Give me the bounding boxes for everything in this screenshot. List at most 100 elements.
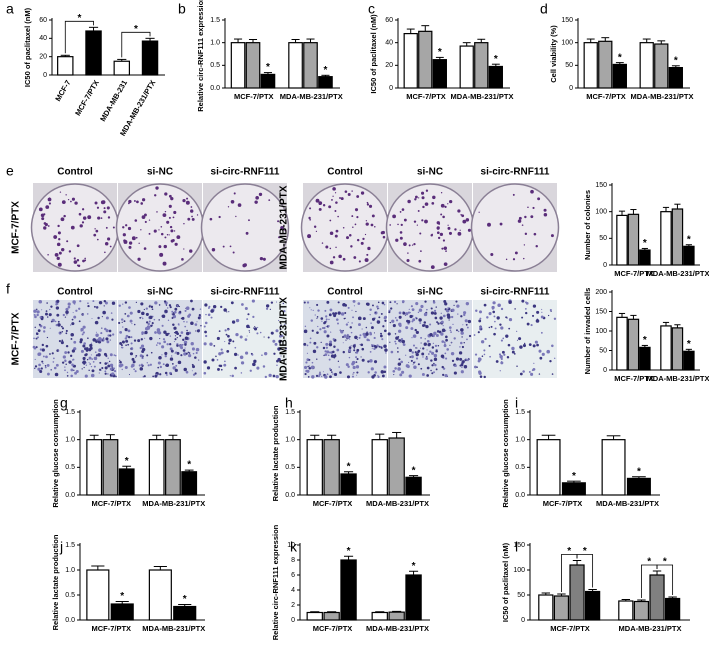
cell <box>139 354 143 358</box>
cell <box>267 336 270 339</box>
cell <box>511 346 515 351</box>
cell <box>370 359 372 361</box>
y-tick-label: 60 <box>385 17 393 24</box>
cell <box>167 332 170 335</box>
cell <box>357 302 361 305</box>
colony <box>143 247 147 250</box>
cell <box>346 375 351 379</box>
colony <box>104 251 106 254</box>
cell <box>453 337 456 340</box>
colony <box>235 215 237 218</box>
column-header: Control <box>327 167 363 178</box>
bracket-star: * <box>663 557 667 568</box>
bracket <box>656 564 674 595</box>
cell <box>374 371 377 374</box>
cell <box>125 334 129 338</box>
cell <box>433 362 435 365</box>
cell <box>405 326 409 330</box>
cell <box>431 372 434 375</box>
colony <box>140 202 143 205</box>
column-header: Control <box>327 287 363 298</box>
cell <box>359 334 362 337</box>
cell <box>325 342 329 346</box>
y-tick-label: 0 <box>389 85 393 92</box>
panel-letter: e <box>6 163 14 179</box>
cell <box>113 354 116 356</box>
cell <box>135 356 137 358</box>
cell <box>304 325 307 328</box>
cell <box>121 346 124 349</box>
cell <box>237 354 239 356</box>
cell <box>228 342 231 345</box>
colony <box>245 231 249 235</box>
cell <box>167 319 170 322</box>
cell <box>191 370 193 372</box>
cell <box>150 305 154 309</box>
cell <box>33 309 37 313</box>
cell <box>450 351 455 356</box>
cell <box>377 308 379 310</box>
cell <box>164 371 168 375</box>
cell <box>112 367 115 370</box>
cell <box>431 364 434 367</box>
cell <box>442 367 446 370</box>
cell <box>339 329 342 332</box>
cell <box>50 305 53 308</box>
cell <box>158 355 162 360</box>
cell <box>433 311 437 315</box>
cell <box>378 316 381 319</box>
cell <box>422 356 424 358</box>
cell <box>358 323 361 327</box>
cell <box>174 352 176 354</box>
cell <box>460 341 463 345</box>
cell <box>141 311 145 316</box>
cell <box>232 340 235 343</box>
colony <box>73 257 76 260</box>
cell <box>104 366 108 370</box>
cell <box>397 351 399 353</box>
cell <box>371 304 374 307</box>
cell <box>347 306 350 309</box>
colony <box>78 212 82 216</box>
cell <box>252 327 255 329</box>
bar <box>626 477 651 496</box>
cell <box>79 340 83 344</box>
bar <box>616 214 628 266</box>
colony <box>364 233 367 236</box>
cell <box>246 324 250 329</box>
cell <box>406 364 410 369</box>
colony <box>160 232 164 236</box>
cell <box>34 326 36 329</box>
significance-star: * <box>125 456 129 467</box>
cell <box>500 361 504 365</box>
cell <box>183 340 188 345</box>
bar <box>418 30 433 89</box>
cell <box>67 351 70 354</box>
colony <box>315 230 318 233</box>
cell <box>186 329 188 332</box>
cell <box>73 340 77 344</box>
cell <box>239 335 243 339</box>
cell <box>150 351 153 354</box>
cell <box>203 342 207 346</box>
cell <box>528 343 532 347</box>
colony <box>38 207 43 212</box>
cell <box>541 308 543 310</box>
colony <box>447 203 449 205</box>
cell <box>333 354 337 358</box>
cell <box>179 310 182 314</box>
cell <box>463 341 465 344</box>
cell <box>327 354 330 357</box>
cell <box>432 342 435 344</box>
cell <box>434 344 438 348</box>
cell <box>148 320 151 323</box>
colony <box>424 202 429 206</box>
cell <box>540 331 543 334</box>
x-tick-label: MDA-MB-231/PTX <box>142 499 205 508</box>
colony <box>382 235 386 239</box>
cell <box>176 337 178 339</box>
cell <box>356 348 360 352</box>
bar <box>671 327 684 371</box>
y-tick-label: 2 <box>291 602 295 609</box>
cell <box>90 373 95 378</box>
